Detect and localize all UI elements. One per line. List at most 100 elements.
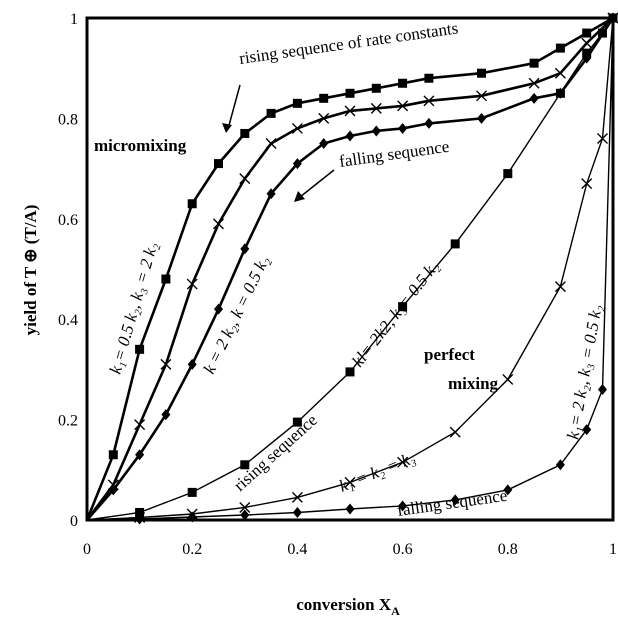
x-tick-label: 0: [83, 541, 91, 558]
data-point-square: [240, 128, 250, 138]
data-point-diamond: [450, 494, 460, 506]
data-point-x: [596, 132, 608, 144]
y-tick-label: 0: [70, 513, 78, 530]
data-point-diamond: [240, 243, 250, 255]
data-point-diamond: [135, 449, 145, 461]
data-point-x: [370, 102, 382, 114]
data-point-x: [528, 77, 540, 89]
data-point-square: [266, 108, 276, 118]
data-point-square: [398, 302, 408, 312]
data-point-diamond: [319, 138, 329, 149]
data-point-diamond: [240, 509, 250, 521]
data-point-x: [291, 122, 303, 134]
annotation-mixing: mixing: [448, 374, 499, 393]
data-point-diamond: [187, 358, 197, 370]
data-point-square: [503, 169, 513, 179]
data-point-square: [319, 93, 329, 103]
data-point-diamond: [292, 158, 302, 170]
data-point-diamond: [608, 12, 618, 24]
data-point-square: [582, 48, 592, 58]
y-tick-labels: 0 0.2 0.4 0.6 0.8 1: [58, 11, 78, 530]
data-point-x: [344, 476, 356, 488]
y-tick-label: 1: [70, 11, 78, 28]
data-point-x: [344, 105, 356, 117]
data-point-diamond: [161, 409, 171, 421]
data-point-square: [477, 68, 486, 78]
data-point-x: [502, 373, 514, 385]
series-2: [86, 12, 618, 521]
data-point-x: [581, 178, 593, 190]
data-point-x: [581, 37, 593, 49]
data-point-square: [108, 450, 118, 460]
arrow-head-rising-rate: [222, 123, 232, 133]
data-point-square: [597, 28, 607, 38]
data-point-x: [134, 419, 146, 431]
data-point-square: [214, 159, 223, 169]
data-point-x: [476, 90, 487, 102]
x-tick-label: 0.8: [498, 541, 518, 558]
x-tick-label: 0.4: [287, 541, 307, 558]
data-point-diamond: [371, 125, 381, 137]
data-point-x: [213, 218, 224, 230]
y-tick-label: 0.6: [58, 212, 78, 229]
data-point-square: [345, 88, 355, 98]
data-point-x: [449, 426, 461, 438]
y-tick-label: 0.4: [58, 312, 78, 329]
data-point-diamond: [582, 424, 592, 436]
x-tick-labels: 0 0.2 0.4 0.6 0.8 1: [83, 541, 617, 558]
annotation-rising-sequence-lower: rising sequence: [230, 410, 321, 495]
data-point-diamond: [187, 511, 197, 523]
data-point-diamond: [529, 92, 539, 104]
annotation-perfect: perfect: [424, 345, 475, 364]
data-point-x: [397, 456, 409, 468]
x-axis-label-sub: A: [391, 604, 400, 618]
data-point-square: [161, 274, 171, 284]
data-point-square: [529, 58, 539, 68]
data-point-square: [582, 28, 592, 38]
arrow-head-falling-upper: [294, 191, 305, 202]
data-point-x: [239, 173, 251, 185]
data-point-diamond: [345, 503, 355, 515]
data-point-diamond: [398, 122, 408, 134]
data-point-x: [397, 100, 409, 112]
data-point-x: [423, 95, 435, 107]
data-point-square: [398, 78, 408, 88]
data-point-square: [424, 73, 434, 83]
x-axis-label: conversion XA: [296, 595, 400, 618]
data-point-x: [239, 501, 251, 513]
data-point-square: [135, 507, 145, 517]
curve-label-k1-k2-k3-equal: k₁ = k₂ = k₃: [336, 448, 418, 496]
data-point-square: [135, 344, 145, 354]
data-point-x: [265, 138, 277, 149]
data-point-diamond: [292, 506, 302, 518]
data-point-diamond: [108, 484, 118, 496]
annotation-micromixing: micromixing: [94, 136, 187, 155]
data-point-diamond: [503, 484, 513, 496]
data-point-diamond: [266, 188, 276, 200]
annotation-falling-sequence-upper: falling sequence: [338, 137, 451, 171]
x-tick-label: 0.2: [182, 541, 202, 558]
data-point-square: [187, 487, 197, 497]
data-point-diamond: [214, 303, 223, 315]
data-point-square: [240, 460, 250, 470]
data-point-x: [554, 281, 566, 293]
data-point-square: [345, 367, 355, 377]
data-point-square: [292, 98, 302, 108]
data-point-diamond: [135, 513, 145, 525]
data-point-x: [186, 278, 198, 290]
plot-frame: [85, 16, 615, 522]
data-point-square: [555, 43, 565, 53]
y-axis-label: yield of T ⊕ (T/A): [21, 205, 40, 336]
x-tick-label: 0.6: [393, 541, 413, 558]
data-point-square: [187, 199, 197, 209]
data-point-x: [291, 491, 303, 503]
curve-label-k1-0.5k2-k3-2k2: k₁= 0.5 k₂, k₃ = 2 k₂: [106, 240, 162, 376]
data-point-diamond: [477, 112, 486, 124]
data-point-diamond: [597, 383, 607, 395]
data-series-group: [85, 12, 618, 525]
series-0: [85, 13, 618, 521]
data-point-square: [371, 83, 381, 93]
data-point-x: [554, 67, 566, 79]
data-point-diamond: [345, 130, 355, 142]
